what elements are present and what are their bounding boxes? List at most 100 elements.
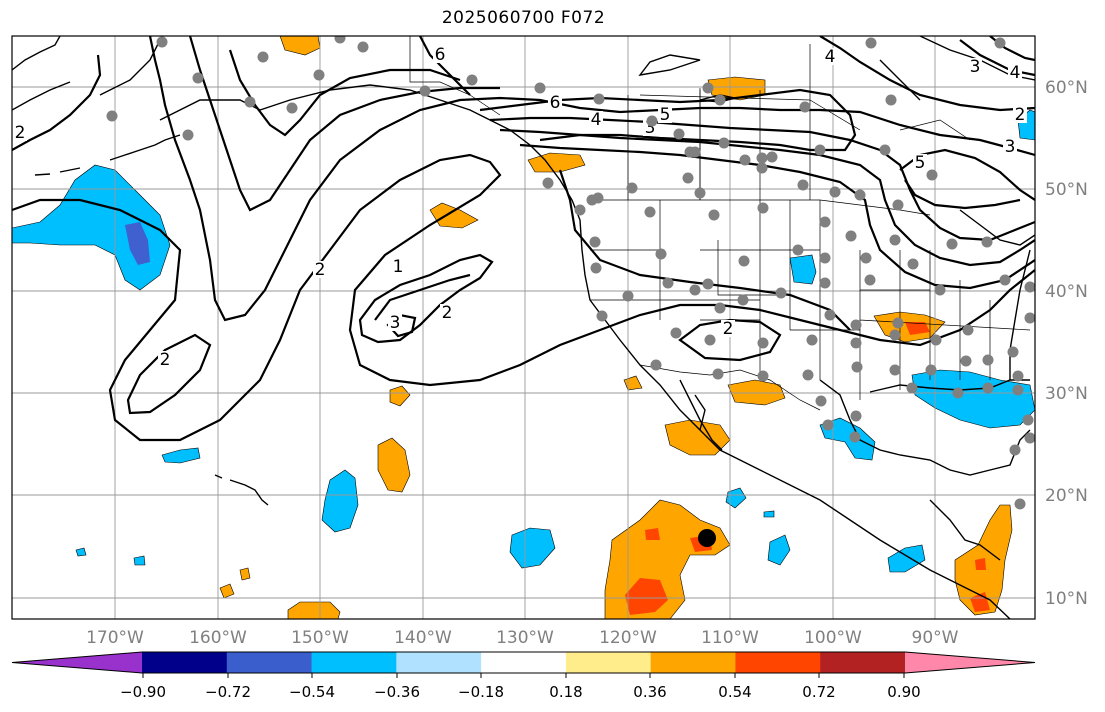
longitude-tick-label: 90°W: [912, 628, 959, 648]
contour-line: [126, 333, 212, 415]
contour-label-bg: [158, 351, 172, 368]
station-dot: [644, 206, 656, 218]
station-dot: [982, 382, 994, 394]
contour-line: [479, 88, 857, 152]
station-dot: [702, 278, 714, 290]
station-dot: [864, 274, 876, 286]
station-dot: [889, 364, 901, 376]
colorbar-segment: [481, 652, 567, 673]
colorbar-tick-label: 0.36: [633, 683, 666, 701]
station-dot: [860, 252, 872, 264]
station-dot: [156, 36, 168, 48]
contour-label: 6: [435, 45, 446, 65]
negative-anomaly-region: [161, 447, 201, 464]
station-dot: [766, 151, 778, 163]
positive-anomaly-region: [377, 437, 411, 493]
contour-line: [12, 153, 1035, 442]
contour-label-bg: [391, 258, 405, 275]
station-dot: [930, 334, 942, 346]
alaska-coastline: [12, 36, 531, 146]
station-dot: [694, 187, 706, 199]
contour-line: [678, 318, 782, 362]
positive-anomaly-region: [664, 419, 731, 456]
station-dot: [756, 152, 768, 164]
contour-label: 6: [550, 93, 561, 113]
station-dot: [962, 324, 974, 336]
station-dot: [1024, 432, 1035, 444]
us-mexico-border: [639, 364, 821, 411]
contour-label: 1: [393, 257, 404, 277]
contour-line: [489, 116, 1035, 242]
contour-label: 2: [315, 260, 326, 280]
station-dot: [182, 129, 194, 141]
contour-label-bg: [1008, 64, 1022, 81]
contour-label: 3: [1005, 137, 1016, 157]
station-dot: [589, 236, 601, 248]
contour-line: [519, 143, 1035, 290]
contour-label-bg: [313, 261, 327, 278]
negative-anomaly-core: [125, 222, 150, 265]
station-dot: [662, 277, 674, 289]
station-dot: [806, 334, 818, 346]
contour-label-bg: [433, 46, 447, 63]
station-dot: [952, 387, 964, 399]
contour-line: [499, 128, 1035, 267]
station-dot: [702, 82, 714, 94]
positive-anomaly-core: [905, 322, 930, 335]
canadian-province-lines: [627, 90, 861, 200]
colorbar-tick-label: 0.90: [887, 683, 920, 701]
station-dot: [542, 177, 554, 189]
longitude-tick-label: 110°W: [701, 628, 759, 648]
map-background: [12, 36, 1035, 619]
contour-label-bg: [388, 314, 402, 331]
contour-label-bg: [13, 124, 27, 141]
station-observations: [106, 36, 1035, 510]
station-dot: [704, 334, 716, 346]
negative-anomaly-region: [509, 527, 556, 569]
station-dot: [889, 329, 901, 341]
station-dot: [106, 110, 118, 122]
contour-label-bg: [823, 48, 837, 65]
station-dot: [739, 154, 751, 166]
station-dot: [592, 192, 604, 204]
station-dot: [849, 431, 861, 443]
longitude-tick-label: 150°W: [291, 628, 349, 648]
station-dot: [822, 419, 834, 431]
contour-line: [819, 36, 1035, 112]
negative-anomaly-region: [133, 555, 146, 566]
station-dot: [756, 162, 768, 174]
station-dot: [718, 137, 730, 149]
contour-label: 2: [15, 123, 26, 143]
contour-line: [12, 54, 102, 151]
station-dot: [257, 51, 269, 63]
station-dot: [1012, 384, 1024, 396]
station-dot: [960, 355, 972, 367]
positive-anomaly-region: [623, 375, 643, 391]
contour-label-bg: [589, 111, 603, 128]
latitude-tick-label: 30°N: [1045, 384, 1088, 404]
station-dot: [819, 252, 831, 264]
contour-label-bg: [658, 106, 672, 123]
alaska-canada-border: [409, 36, 501, 116]
colorbar-extend-low: [12, 652, 142, 673]
positive-anomaly-region: [219, 583, 235, 599]
contour-label: 3: [645, 118, 656, 138]
station-dot: [982, 354, 994, 366]
station-dot: [1014, 498, 1026, 510]
station-dot: [738, 255, 750, 267]
station-dot: [1024, 312, 1035, 324]
station-dot: [689, 146, 701, 158]
station-dot: [814, 144, 826, 156]
station-dot: [622, 290, 634, 302]
latitude-tick-label: 50°N: [1045, 180, 1088, 200]
longitude-tick-label: 120°W: [599, 628, 657, 648]
north-america-west-coast: [529, 144, 1011, 619]
station-dot: [534, 82, 546, 94]
latitude-tick-label: 20°N: [1045, 486, 1088, 506]
colorbar-segment: [311, 652, 397, 673]
station-dot: [655, 248, 667, 260]
station-dot: [593, 93, 605, 105]
colorbar-tick-labels: −0.90 −0.72 −0.54 −0.36 −0.18 0.18 0.36 0.54 0.7…: [120, 673, 921, 701]
colorbar: [11, 651, 1036, 674]
station-dot: [994, 37, 1006, 49]
